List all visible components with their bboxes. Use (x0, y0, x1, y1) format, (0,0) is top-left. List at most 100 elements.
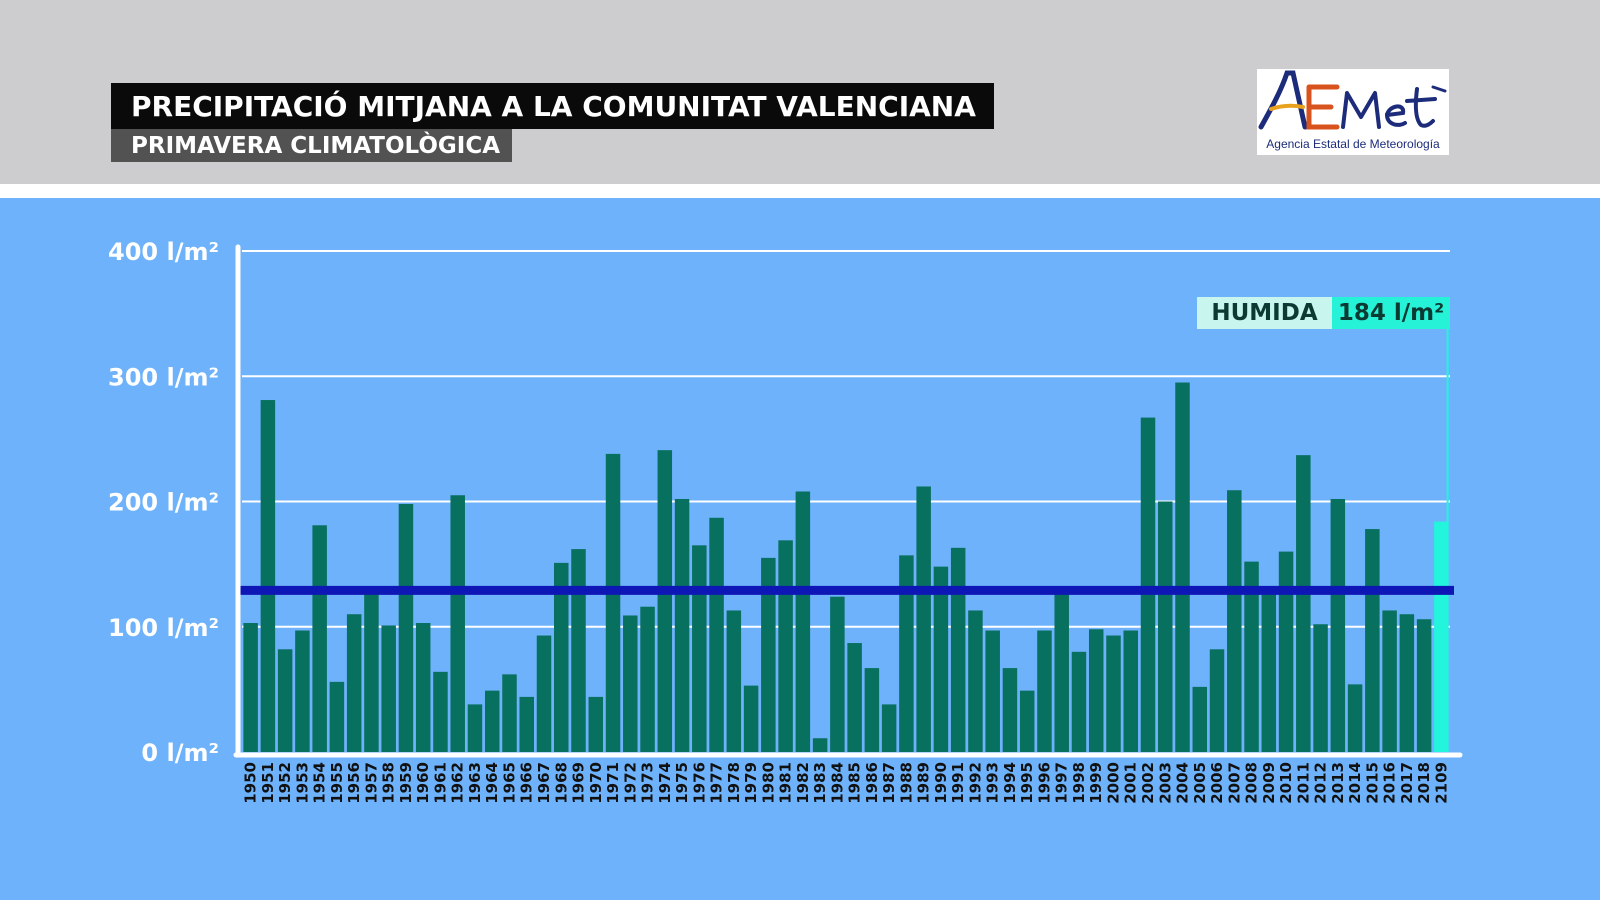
x-tick-label: 1995 (1018, 762, 1036, 804)
x-tick-label: 1981 (777, 762, 795, 804)
x-tick-label: 1978 (725, 762, 743, 804)
bar (640, 606, 655, 752)
x-tick-label: 1951 (259, 762, 277, 804)
x-tick-label: 1974 (656, 762, 674, 804)
bar (346, 614, 362, 752)
bar (1296, 455, 1311, 752)
x-tick-label: 1959 (397, 762, 415, 804)
bar (433, 671, 448, 752)
x-tick-label: 1994 (1001, 762, 1019, 804)
bar (467, 704, 483, 752)
x-tick-label: 2001 (1122, 762, 1140, 804)
x-tick-label: 1990 (932, 762, 950, 804)
bar (381, 625, 396, 752)
bar (1071, 651, 1087, 752)
bar (623, 615, 638, 752)
x-tick-label: 1957 (362, 762, 380, 804)
x-tick-label: 1965 (500, 762, 518, 804)
bar (312, 525, 327, 752)
bar (450, 495, 465, 752)
bars-layer (238, 329, 1454, 752)
bar (1365, 529, 1380, 752)
x-tick-label: 1980 (759, 762, 777, 804)
x-tick-label: 1952 (276, 762, 294, 804)
x-tick-label: 2009 (1260, 762, 1278, 804)
x-tick-label: 2109 (1432, 762, 1450, 804)
x-tick-label: 1997 (1053, 762, 1071, 804)
x-tick-label: 1958 (380, 762, 398, 804)
x-tick-label: 1985 (846, 762, 864, 804)
x-tick-label: 1984 (828, 762, 846, 804)
bar (398, 504, 414, 752)
x-tick-label: 1993 (984, 762, 1002, 804)
bar (899, 555, 914, 752)
bar (1019, 690, 1035, 752)
bar (1037, 630, 1052, 752)
bar (1434, 521, 1449, 752)
bar (1002, 668, 1018, 752)
bar (519, 696, 534, 752)
bar (1330, 498, 1346, 752)
header-divider (0, 184, 1600, 198)
title-box: PRECIPITACIÓ MITJANA A LA COMUNITAT VALE… (111, 83, 994, 129)
x-tick-label: 1956 (345, 762, 363, 804)
chart-subtitle: PRIMAVERA CLIMATOLÒGICA (131, 132, 501, 159)
bar (1175, 382, 1190, 752)
x-tick-label: 1970 (587, 762, 605, 804)
x-tick-label: 1977 (708, 762, 726, 804)
x-tick-label: 1964 (483, 762, 501, 804)
x-tick-label: 1953 (293, 762, 311, 804)
x-tick-label: 1982 (794, 762, 812, 804)
x-tick-label: 2017 (1398, 762, 1416, 804)
bar (985, 630, 1000, 752)
x-tick-label: 1973 (639, 762, 657, 804)
x-tick-label: 2014 (1346, 762, 1364, 804)
bar (1227, 490, 1242, 752)
x-tick-label: 1986 (863, 762, 881, 804)
x-axis-labels: 1950 1951 1952 1953 1954 1955 1956 1957 1958 1959… (242, 762, 1451, 804)
bar-chart: 0 l/m² 100 l/m² 200 l/m² 300 l/m² 400 l/m² 1… (108, 238, 1463, 804)
annotation-value: 184 l/m² (1337, 300, 1445, 326)
bar (571, 549, 586, 752)
bar (364, 594, 379, 752)
x-tick-label: 2003 (1156, 762, 1174, 804)
bar (1106, 635, 1121, 752)
x-tick-label: 2015 (1363, 762, 1381, 804)
bar (1313, 624, 1328, 752)
bar (1123, 630, 1138, 752)
bar (812, 738, 828, 752)
x-tick-label: 1998 (1070, 762, 1088, 804)
x-tick-label: 1969 (570, 762, 588, 804)
bar (1382, 610, 1397, 752)
x-tick-label: 2010 (1277, 762, 1295, 804)
x-tick-label: 1967 (535, 762, 553, 804)
bar (554, 562, 569, 752)
bar (761, 557, 776, 752)
bar (1244, 561, 1259, 752)
bar (1416, 619, 1432, 752)
bar (1192, 686, 1208, 752)
x-tick-label: 2006 (1208, 762, 1226, 804)
bar (950, 547, 966, 752)
x-tick-label: 1991 (949, 762, 967, 804)
x-tick-label: 2011 (1294, 762, 1312, 804)
bar (502, 674, 517, 752)
x-tick-label: 2004 (1174, 762, 1192, 804)
chart-title: PRECIPITACIÓ MITJANA A LA COMUNITAT VALE… (131, 89, 976, 123)
bar (709, 517, 724, 752)
y-tick-label: 100 l/m² (108, 614, 219, 642)
bar (243, 622, 258, 752)
bar (1399, 614, 1415, 752)
x-tick-label: 1954 (311, 762, 329, 804)
bar (864, 668, 880, 752)
bar (277, 649, 293, 752)
x-tick-label: 1971 (604, 762, 622, 804)
x-tick-label: 1962 (449, 762, 467, 804)
x-tick-label: 1968 (552, 762, 570, 804)
x-tick-label: 2012 (1312, 762, 1330, 804)
bar (1261, 594, 1277, 752)
y-tick-label: 0 l/m² (141, 739, 219, 767)
bar (295, 630, 310, 752)
bar (588, 696, 604, 752)
bar (1054, 594, 1069, 752)
